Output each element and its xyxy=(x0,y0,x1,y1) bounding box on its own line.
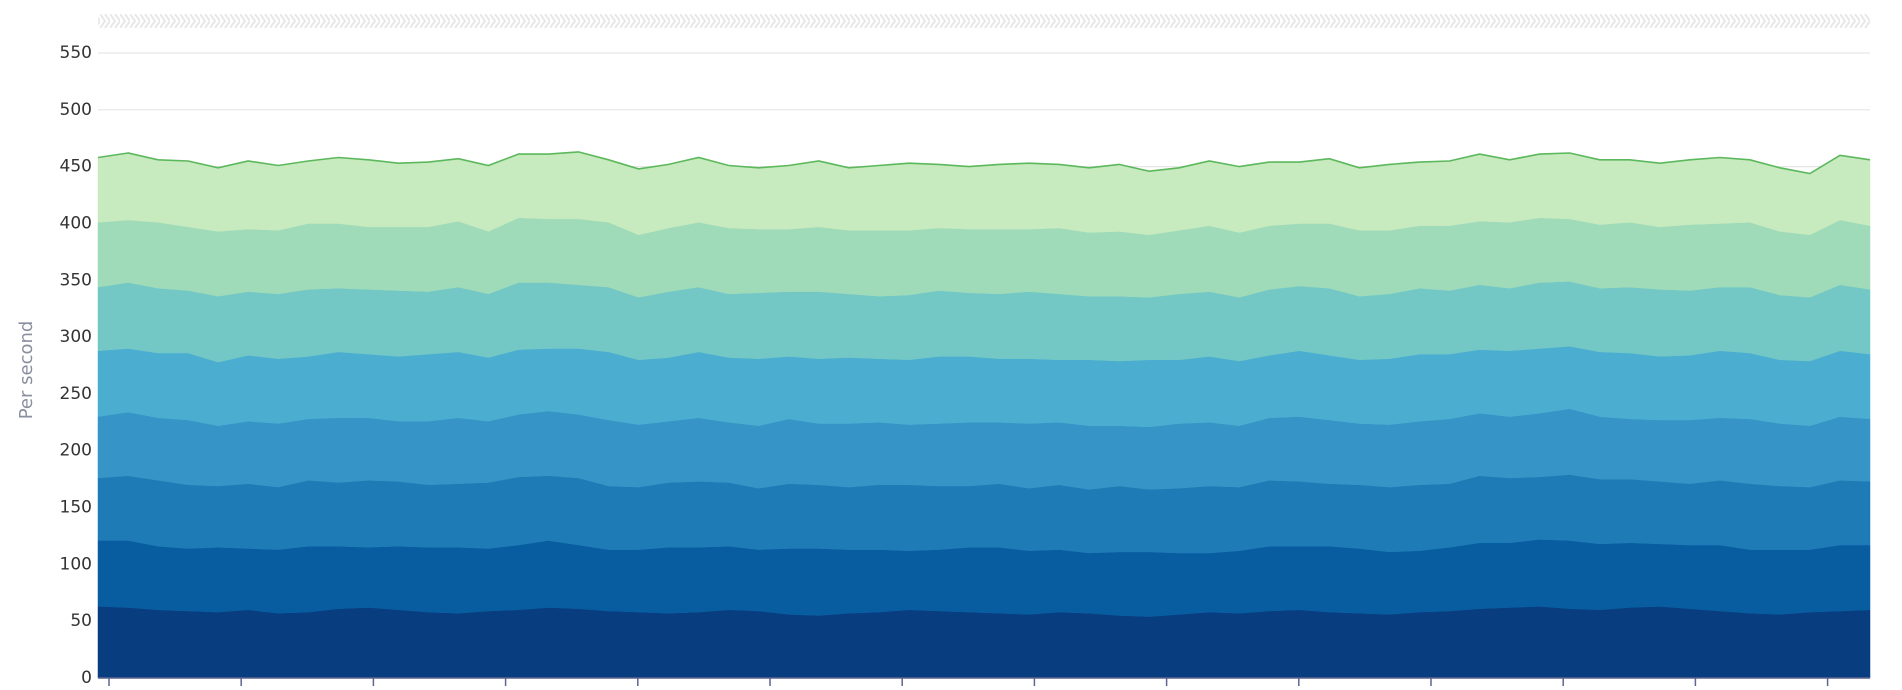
area xyxy=(97,217,1871,298)
y-axis-label: Per second xyxy=(16,321,37,420)
y-tick-label: 500 xyxy=(60,100,92,120)
y-tick-label: 200 xyxy=(60,441,92,461)
y-tick-label: 0 xyxy=(81,668,92,688)
y-tick-label: 100 xyxy=(60,554,92,574)
area xyxy=(97,606,1871,679)
y-tick-label: 300 xyxy=(60,327,92,347)
y-tick-label: 550 xyxy=(60,43,92,63)
navigator-band xyxy=(98,14,1870,28)
area xyxy=(97,539,1871,617)
y-tick-label: 50 xyxy=(70,611,92,631)
area xyxy=(97,345,1871,428)
y-tick-label: 350 xyxy=(60,270,92,290)
top-line xyxy=(97,151,1871,175)
y-tick-label: 450 xyxy=(60,157,92,177)
area xyxy=(97,151,1871,236)
y-tick-label: 150 xyxy=(60,498,92,518)
y-tick-label: 400 xyxy=(60,213,92,233)
area xyxy=(97,474,1871,554)
y-tick-label: 250 xyxy=(60,384,92,404)
